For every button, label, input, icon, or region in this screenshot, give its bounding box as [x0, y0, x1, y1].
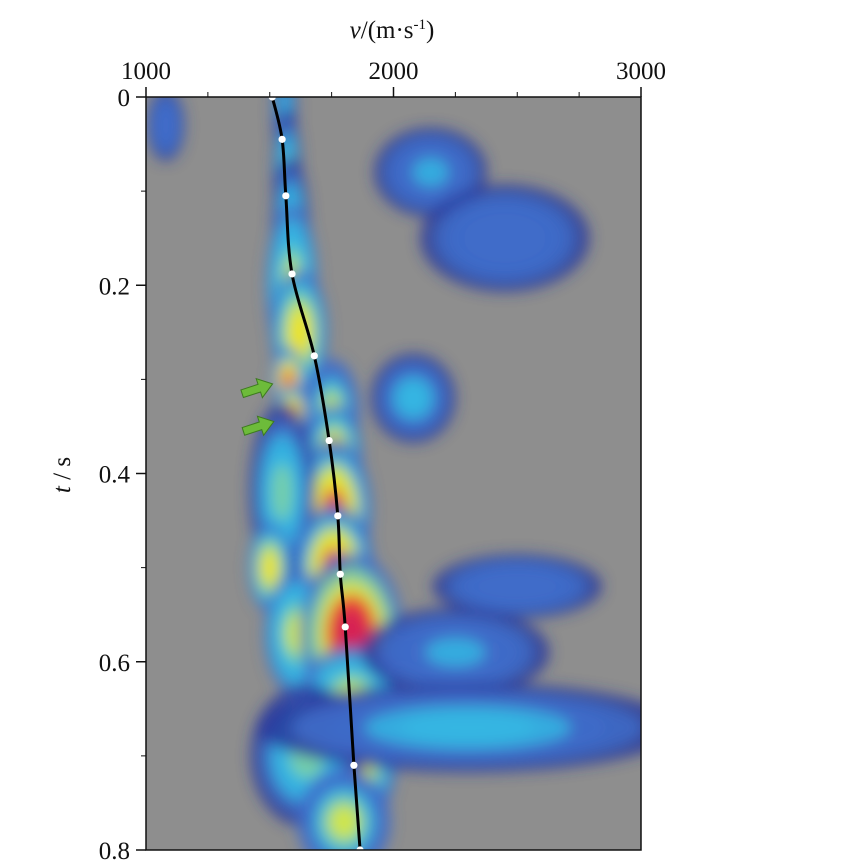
semblance-blob	[370, 353, 456, 443]
semblance-contour	[400, 713, 535, 742]
velocity-pick-point	[334, 512, 342, 520]
y-tick-label: 0.4	[99, 462, 131, 489]
x-axis-title-close: )	[426, 17, 434, 44]
semblance-contour	[335, 608, 368, 659]
semblance-contour	[412, 158, 449, 187]
velocity-pick-point	[336, 570, 344, 578]
semblance-contour	[490, 576, 544, 597]
semblance-blob	[146, 97, 185, 161]
semblance-contour	[399, 384, 427, 413]
semblance-contour	[159, 113, 172, 137]
x-axis-title-unit: /(m·s	[361, 17, 414, 44]
velocity-pick-point	[310, 352, 318, 360]
semblance-contour	[290, 312, 309, 353]
y-axis-title: t / s	[49, 457, 76, 493]
x-axis-title: v/(m·s-1)	[350, 17, 435, 44]
velocity-pick-point	[282, 192, 290, 200]
semblance-contour	[478, 221, 532, 256]
y-axis-title-var: t	[49, 485, 76, 493]
x-axis: 1000 2000 3000	[121, 58, 666, 97]
semblance-field	[146, 97, 641, 850]
x-tick-label: 1000	[121, 58, 171, 85]
y-tick-label: 0.6	[99, 650, 130, 677]
semblance-blob	[420, 184, 590, 292]
semblance-contour	[425, 638, 486, 667]
semblance-contour	[263, 553, 277, 582]
velocity-pick-point	[278, 135, 286, 143]
velocity-pick-point	[350, 761, 358, 769]
y-axis-title-unit: / s	[49, 457, 76, 486]
x-tick-label: 2000	[369, 58, 419, 85]
x-axis-title-exponent: -1	[414, 17, 427, 33]
y-tick-label: 0.8	[99, 838, 130, 862]
annotation-arrow-icon	[241, 415, 275, 437]
semblance-contour	[283, 369, 294, 390]
velocity-pick-point	[325, 436, 333, 445]
annotation-arrow-icon	[240, 377, 274, 399]
velocity-picks	[268, 93, 364, 854]
semblance-contour	[271, 464, 293, 521]
velocity-pick-point	[341, 623, 349, 631]
y-axis: 0 0.2 0.4 0.6 0.8	[99, 85, 146, 862]
x-axis-title-var: v	[350, 17, 362, 44]
semblance-contour	[329, 804, 359, 839]
x-tick-label: 3000	[616, 58, 666, 85]
y-tick-label: 0	[118, 85, 131, 112]
semblance-blob	[361, 607, 550, 698]
velocity-pick-point	[288, 270, 296, 278]
semblance-blob	[256, 682, 641, 773]
annotation-arrows	[240, 377, 275, 437]
y-tick-label: 0.2	[99, 273, 130, 300]
semblance-blob	[432, 554, 602, 619]
semblance-blob	[296, 768, 392, 850]
